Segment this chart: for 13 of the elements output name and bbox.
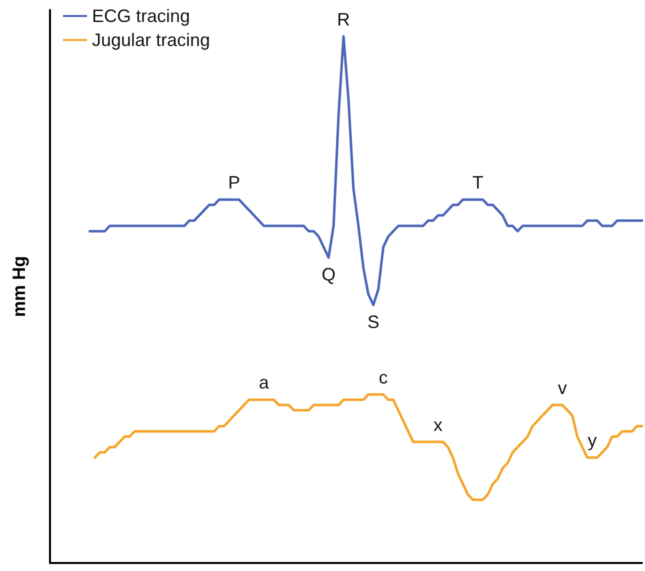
annotation: S — [367, 312, 380, 332]
annotation: Q — [322, 264, 336, 285]
annotation: y — [588, 430, 597, 451]
annotation: P — [228, 172, 240, 193]
legend-label: Jugular tracing — [92, 30, 210, 50]
y-axis-title: mm Hg — [9, 256, 29, 318]
legend-label: ECG tracing — [92, 6, 190, 26]
annotation: T — [472, 172, 484, 193]
annotation: x — [434, 414, 443, 435]
annotation: c — [378, 367, 388, 388]
text: R — [337, 9, 350, 30]
annotation: v — [558, 378, 567, 398]
annotation: a — [258, 372, 270, 393]
